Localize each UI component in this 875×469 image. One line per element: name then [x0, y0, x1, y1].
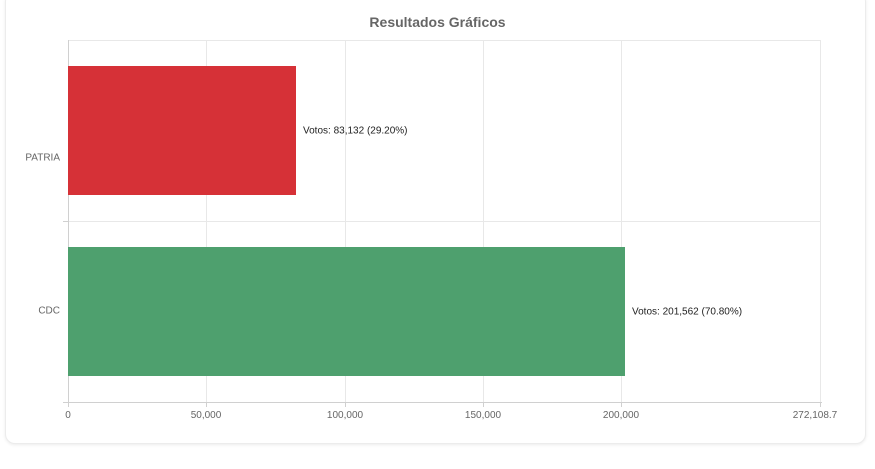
x-tick-label: 0	[65, 410, 71, 421]
x-tick-label: 272,108.7	[792, 410, 838, 421]
category-label-cdc: CDC	[38, 305, 60, 317]
x-tick	[621, 402, 622, 407]
x-tick	[68, 402, 69, 407]
y-axis	[68, 40, 69, 407]
x-tick	[483, 402, 484, 407]
data-label-cdc: Votos: 201,562 (70.80%)	[632, 306, 743, 318]
chart-title: Resultados Gráficos	[369, 14, 506, 30]
x-tick	[206, 402, 207, 407]
x-tick	[345, 402, 346, 407]
y-tick	[63, 221, 68, 222]
data-label-patria: Votos: 83,132 (29.20%)	[303, 125, 408, 137]
gridline	[68, 40, 821, 41]
plot-area	[68, 40, 821, 402]
bar-cdc[interactable]	[68, 247, 625, 376]
x-tick-label: 150,000	[464, 410, 502, 421]
x-tick-label: 100,000	[326, 410, 364, 421]
bar-patria[interactable]	[68, 66, 296, 195]
category-label-patria: PATRIA	[25, 152, 60, 164]
gridline	[68, 221, 821, 222]
x-tick-label: 50,000	[190, 410, 222, 421]
x-tick	[820, 402, 821, 407]
x-tick-label: 200,000	[602, 410, 640, 421]
x-axis	[63, 402, 822, 403]
